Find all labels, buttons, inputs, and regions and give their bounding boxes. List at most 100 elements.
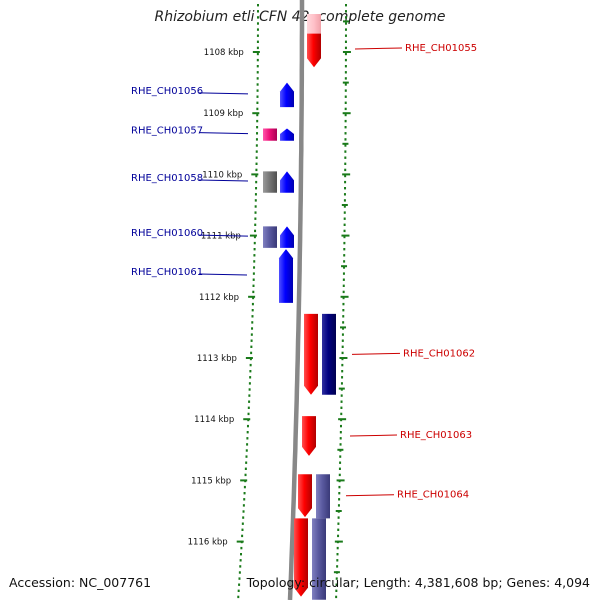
ruler-dot xyxy=(256,34,259,37)
ruler-dot xyxy=(340,412,343,416)
ruler-dot xyxy=(256,107,259,111)
ruler-dot xyxy=(248,388,251,391)
cds-arrow[interactable] xyxy=(298,474,312,518)
gene-label[interactable]: RHE_CH01063 xyxy=(400,430,472,441)
ruler-dot xyxy=(339,431,342,434)
ruler-dot xyxy=(252,290,255,294)
gene-label[interactable]: RHE_CH01055 xyxy=(405,43,477,54)
ruler-tick xyxy=(334,540,343,543)
ruler-tick xyxy=(243,418,251,421)
ruler-dot xyxy=(338,498,341,501)
ruler-dot xyxy=(343,248,346,251)
gene-label[interactable]: RHE_CH01062 xyxy=(403,348,475,359)
cds-arrow[interactable] xyxy=(280,128,294,141)
pink-feature[interactable] xyxy=(307,14,321,34)
cds-arrow[interactable] xyxy=(307,30,321,68)
label-leader-line xyxy=(198,92,249,95)
gene-label[interactable]: RHE_CH01057 xyxy=(131,126,203,137)
ruler-dot xyxy=(237,589,240,592)
ruler-dot xyxy=(338,473,341,477)
ruler-dot xyxy=(342,278,345,281)
ruler-dot xyxy=(253,248,256,251)
ruler-dot xyxy=(342,309,345,312)
ruler-tick xyxy=(336,479,345,482)
magenta-feature[interactable] xyxy=(263,128,277,141)
ruler-dot xyxy=(247,412,250,416)
ruler-dot xyxy=(256,58,259,62)
ruler-dot xyxy=(338,485,341,489)
ruler-dot xyxy=(344,138,347,141)
accession-text: Accession: NC_007761 xyxy=(9,575,152,590)
ruler-dot xyxy=(255,156,258,159)
ruler-dot xyxy=(242,510,245,513)
ruler-dot xyxy=(335,595,338,599)
ruler-dot xyxy=(344,4,347,7)
ruler-dot xyxy=(241,528,244,531)
ruler-dot xyxy=(255,187,258,190)
ruler-dot xyxy=(336,565,339,568)
scale-tick-label: 1108 kbp xyxy=(204,48,244,58)
ruler-dot xyxy=(344,46,347,50)
ruler-dot xyxy=(338,467,341,470)
ruler-dot xyxy=(251,302,254,306)
ruler-dot xyxy=(344,101,347,104)
ruler-dot xyxy=(251,309,254,312)
ruler-dot xyxy=(242,516,245,519)
ruler-dot xyxy=(343,211,346,214)
ruler-dot xyxy=(255,174,258,178)
cds-arrow[interactable] xyxy=(280,226,294,248)
ruler-dot xyxy=(256,119,259,123)
ruler-dot xyxy=(339,455,342,458)
cds-arrow[interactable] xyxy=(304,313,318,395)
ruler-dot xyxy=(341,351,344,355)
ruler-tick xyxy=(248,295,256,298)
ruler-dot xyxy=(256,52,259,56)
ruler-dot xyxy=(249,363,252,367)
slate-feature[interactable] xyxy=(312,518,326,600)
gene-label[interactable]: RHE_CH01064 xyxy=(397,490,469,501)
ruler-dot xyxy=(256,113,259,117)
ruler-dot xyxy=(256,126,259,129)
ruler-dot xyxy=(248,382,251,385)
ruler-dot xyxy=(245,455,248,458)
ruler-dot xyxy=(342,272,345,275)
gene-label[interactable]: RHE_CH01058 xyxy=(131,173,203,184)
ruler-dot xyxy=(339,424,342,428)
ruler-dot xyxy=(336,546,339,550)
ruler-dot xyxy=(254,193,257,196)
cds-arrow[interactable] xyxy=(280,171,294,193)
gene-label[interactable]: RHE_CH01060 xyxy=(131,228,203,239)
cds-arrow[interactable] xyxy=(302,416,316,456)
navy-feature[interactable] xyxy=(322,313,336,395)
ruler-dot xyxy=(256,16,259,19)
gene-label[interactable]: RHE_CH01061 xyxy=(131,267,203,278)
ruler-dot xyxy=(241,534,244,538)
ruler-dot xyxy=(344,132,347,135)
ruler-dot xyxy=(343,205,346,208)
label-leader-line xyxy=(198,132,249,135)
ruler-dot xyxy=(244,467,247,470)
ruler-dot xyxy=(240,553,243,556)
slate-feature[interactable] xyxy=(316,474,330,519)
ruler-dot xyxy=(343,266,346,269)
ruler-dot xyxy=(238,583,241,586)
ruler-dot xyxy=(342,296,345,300)
ruler-tick xyxy=(252,112,260,115)
ruler-dot xyxy=(251,315,254,318)
ruler-dot xyxy=(255,150,258,153)
slate-feature[interactable] xyxy=(263,226,277,248)
gene-label[interactable]: RHE_CH01056 xyxy=(131,86,203,97)
ruler-dot xyxy=(341,345,344,348)
ruler-dot xyxy=(256,65,259,68)
cds-arrow[interactable] xyxy=(279,249,293,303)
ruler-dot xyxy=(341,333,344,336)
gray-feature[interactable] xyxy=(263,171,277,193)
ruler-dot xyxy=(344,150,347,153)
scale-tick-label: 1114 kbp xyxy=(194,415,234,425)
ruler-dot xyxy=(341,376,344,379)
cds-arrow[interactable] xyxy=(294,518,308,597)
label-leader-line xyxy=(349,434,398,437)
ruler-dot xyxy=(243,498,246,501)
cds-arrow[interactable] xyxy=(280,82,294,108)
ruler-dot xyxy=(254,199,257,202)
